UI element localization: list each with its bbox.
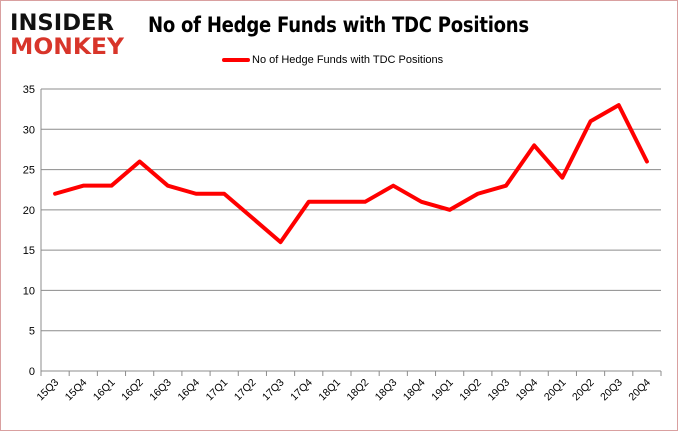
x-tick-label: 20Q1 (542, 377, 569, 404)
y-tick-label: 15 (23, 245, 35, 257)
x-tick-label: 18Q1 (316, 377, 343, 404)
legend-swatch (222, 58, 250, 62)
series-line (53, 103, 649, 245)
x-tick-label: 19Q4 (514, 377, 541, 404)
x-tick-label: 20Q4 (626, 377, 653, 404)
legend-label: No of Hedge Funds with TDC Positions (252, 54, 444, 66)
y-tick-label: 25 (23, 165, 35, 177)
x-tick-label: 18Q3 (373, 377, 400, 404)
x-tick-label: 16Q4 (175, 377, 202, 404)
x-tick-label: 20Q2 (570, 377, 597, 404)
y-tick-label: 30 (23, 124, 35, 136)
insider-monkey-logo: INSIDER MONKEY (10, 8, 128, 58)
y-tick-label: 0 (29, 366, 35, 378)
x-tick-label: 19Q3 (485, 377, 512, 404)
x-tick-label: 17Q2 (232, 377, 259, 404)
x-tick-label: 17Q3 (260, 377, 287, 404)
y-tick-label: 35 (23, 84, 35, 96)
x-tick-label: 16Q1 (91, 377, 118, 404)
x-tick-label: 20Q3 (598, 377, 625, 404)
x-tick-label: 15Q3 (35, 377, 62, 404)
x-tick-label: 17Q4 (288, 377, 315, 404)
x-tick-label: 16Q3 (147, 377, 174, 404)
logo-image: INSIDER MONKEY (10, 11, 125, 58)
svg-text:INSIDER: INSIDER (10, 11, 114, 36)
x-tick-label: 18Q4 (401, 377, 428, 404)
x-tick-label: 19Q2 (457, 377, 484, 404)
y-tick-label: 20 (23, 205, 35, 217)
y-tick-label: 5 (29, 326, 35, 338)
x-tick-label: 15Q4 (63, 377, 90, 404)
svg-text:MONKEY: MONKEY (10, 35, 125, 58)
x-tick-label: 18Q2 (345, 377, 372, 404)
x-tick-label: 19Q1 (429, 377, 456, 404)
legend: No of Hedge Funds with TDC Positions (222, 54, 443, 66)
y-tick-label: 10 (23, 285, 35, 297)
x-tick-label: 17Q1 (204, 377, 231, 404)
chart-title: No of Hedge Funds with TDC Positions (148, 13, 529, 37)
x-tick-label: 16Q2 (119, 377, 146, 404)
